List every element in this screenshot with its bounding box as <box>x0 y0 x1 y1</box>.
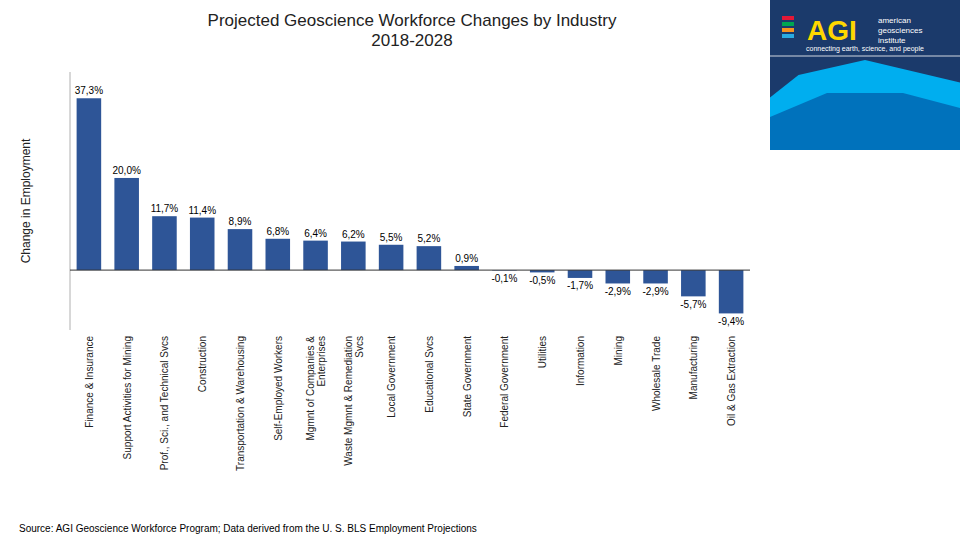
x-tick-labels: Finance & Insurance Support Activities fo… <box>83 336 736 471</box>
logo-sweep <box>770 60 960 150</box>
data-label: 11,7% <box>151 203 179 214</box>
x-tick-label-line: Federal Government <box>499 336 510 428</box>
bar <box>568 270 593 278</box>
logo-mark: AGI <box>807 15 857 46</box>
x-tick-label: Waste Mgmnt & RemediationSvcs <box>342 336 364 466</box>
data-label: 0,9% <box>455 253 478 264</box>
x-tick-label: Utilities <box>537 336 548 368</box>
data-label: 6,8% <box>266 226 289 237</box>
x-tick-label-line: Self-Employed Workers <box>272 336 283 441</box>
logo-band <box>782 22 794 26</box>
bar <box>681 270 706 296</box>
logo-text: geosciences <box>878 26 922 35</box>
x-tick-label: Manufacturing <box>688 336 699 399</box>
bar <box>77 98 102 270</box>
x-tick-label: Educational Svcs <box>423 336 434 413</box>
title: Projected Geoscience Workforce Changes b… <box>208 11 617 50</box>
chart: Projected Geoscience Workforce Changes b… <box>0 0 960 540</box>
logo-band <box>782 34 794 38</box>
x-tick-label-line: Mgmnt of Companies & <box>305 336 316 441</box>
x-tick-label-line: Oil & Gas Extraction <box>726 336 737 426</box>
x-tick-label: Support Activities for Mining <box>121 336 132 459</box>
x-tick-label: Mgmnt of Companies &Enterprises <box>305 336 327 441</box>
data-label: 8,9% <box>229 216 252 227</box>
y-axis-line <box>70 72 71 330</box>
bar <box>228 229 253 270</box>
data-label: 6,2% <box>342 229 365 240</box>
x-tick-label-line: Enterprises <box>316 336 327 387</box>
data-label: 37,3% <box>75 85 103 96</box>
x-tick-label-line: Manufacturing <box>688 336 699 399</box>
bar <box>379 245 404 270</box>
bar <box>114 178 139 270</box>
title-line: 2018-2028 <box>371 31 452 50</box>
data-label: -0,1% <box>491 273 517 284</box>
data-label: 5,5% <box>380 232 403 243</box>
data-label: 11,4% <box>188 205 216 216</box>
logo-background <box>770 0 960 150</box>
data-labels: 37,3% 20,0% 11,7% 11,4% 8,9% 6,8% 6,4% 6,2% 5,5%… <box>75 85 745 326</box>
data-label: 5,2% <box>417 233 440 244</box>
x-tick-label-line: Finance & Insurance <box>83 336 94 428</box>
x-tick-label-line: Construction <box>197 336 208 392</box>
page: {"chart_data": {"type": "bar", "title": … <box>0 0 960 540</box>
logo-separator <box>770 56 960 57</box>
bar <box>454 266 479 270</box>
bars <box>77 98 744 313</box>
data-label: -2,9% <box>642 286 668 297</box>
bar <box>719 270 744 313</box>
data-label: 20,0% <box>112 165 140 176</box>
zero-line <box>70 270 750 271</box>
x-tick-label: Self-Employed Workers <box>272 336 283 441</box>
x-tick-label: Finance & Insurance <box>83 336 94 428</box>
x-tick-label: State Government <box>461 336 472 417</box>
x-tick-label: Wholesale Trade <box>650 336 661 411</box>
data-label: -0,5% <box>529 275 555 286</box>
logo-text: institute <box>878 36 906 45</box>
x-tick-label-line: Prof., Sci., and Technical Svcs <box>159 336 170 470</box>
x-tick-label-line: Waste Mgmnt & Remediation <box>342 336 353 466</box>
x-tick-label: Prof., Sci., and Technical Svcs <box>159 336 170 470</box>
logo-tagline: connecting earth, science, and people <box>806 45 924 53</box>
data-label: -5,7% <box>680 299 706 310</box>
logo-band <box>782 28 794 32</box>
x-tick-label-line: Information <box>575 336 586 386</box>
logo-sweep-inner <box>770 93 960 150</box>
x-tick-label-line: Utilities <box>537 336 548 368</box>
y-axis-label: Change in Employment <box>19 138 33 263</box>
logo: AGI americangeosciencesinstituteconnectin… <box>770 0 960 150</box>
bar <box>303 241 328 270</box>
x-tick-label: Mining <box>612 336 623 365</box>
x-tick-label: Federal Government <box>499 336 510 428</box>
x-tick-label-line: Local Government <box>386 336 397 418</box>
logo-text: american <box>878 16 911 25</box>
bar <box>152 216 177 270</box>
data-label: -1,7% <box>567 280 593 291</box>
bar <box>341 242 366 271</box>
x-tick-label-line: Wholesale Trade <box>650 336 661 411</box>
data-label: 6,4% <box>304 228 327 239</box>
x-tick-label-line: Transportation & Warehousing <box>235 336 246 471</box>
bar <box>266 239 291 270</box>
source-note: Source: AGI Geoscience Workforce Program… <box>19 523 477 534</box>
x-tick-label: Information <box>575 336 586 386</box>
logo-band <box>782 16 794 20</box>
bar <box>417 246 442 270</box>
x-tick-label-line: Svcs <box>353 336 364 358</box>
x-tick-label-line: Mining <box>612 336 623 365</box>
x-tick-label: Oil & Gas Extraction <box>726 336 737 426</box>
x-tick-label-line: Support Activities for Mining <box>121 336 132 459</box>
x-tick-label-line: Educational Svcs <box>423 336 434 413</box>
x-tick-label: Transportation & Warehousing <box>235 336 246 471</box>
title-line: Projected Geoscience Workforce Changes b… <box>208 11 617 30</box>
data-label: -2,9% <box>605 286 631 297</box>
x-tick-label: Local Government <box>386 336 397 418</box>
data-label: -9,4% <box>718 316 744 327</box>
x-tick-label-line: State Government <box>461 336 472 417</box>
bar <box>190 218 215 271</box>
bar <box>643 270 668 283</box>
bar <box>606 270 631 283</box>
x-tick-label: Construction <box>197 336 208 392</box>
